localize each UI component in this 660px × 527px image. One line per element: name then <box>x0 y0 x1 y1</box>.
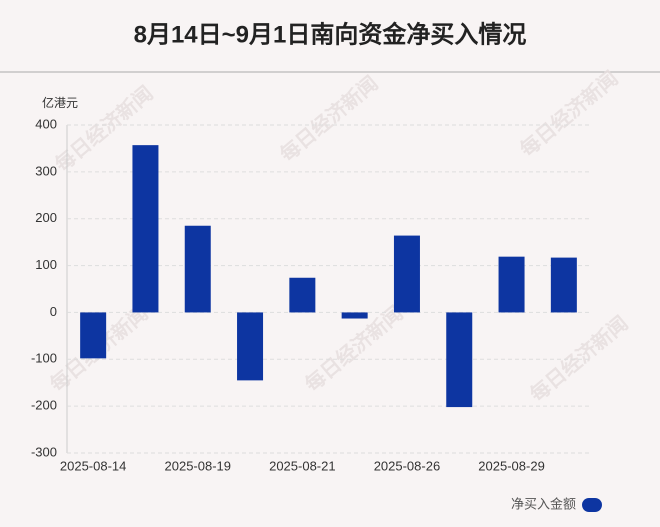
y-unit: 亿港元 <box>42 95 78 110</box>
chart-title: 8月14日~9月1日南向资金净买入情况 <box>134 20 527 48</box>
bar <box>184 225 211 313</box>
bar <box>446 312 473 408</box>
x-tick-label: 2025-08-29 <box>478 458 545 473</box>
x-tick-label: 2025-08-21 <box>269 458 336 473</box>
y-tick-label: -300 <box>31 444 57 459</box>
bar <box>80 312 107 359</box>
bar <box>498 256 525 313</box>
y-tick-label: 100 <box>35 257 57 272</box>
y-tick-label: 0 <box>50 304 57 319</box>
y-tick-label: -100 <box>31 351 57 366</box>
x-tick-label: 2025-08-14 <box>60 458 127 473</box>
y-tick-label: 400 <box>35 116 57 131</box>
legend-marker <box>582 498 602 512</box>
legend-label: 净买入金额 <box>511 496 576 511</box>
y-tick-label: 200 <box>35 210 57 225</box>
x-tick-label: 2025-08-26 <box>374 458 441 473</box>
bar <box>393 235 420 313</box>
bar <box>341 312 368 319</box>
y-tick-label: 300 <box>35 163 57 178</box>
bar <box>550 257 577 313</box>
y-tick-label: -200 <box>31 398 57 413</box>
bar <box>132 145 159 313</box>
bar <box>237 312 264 381</box>
x-tick-label: 2025-08-19 <box>165 458 232 473</box>
bar <box>289 277 316 313</box>
